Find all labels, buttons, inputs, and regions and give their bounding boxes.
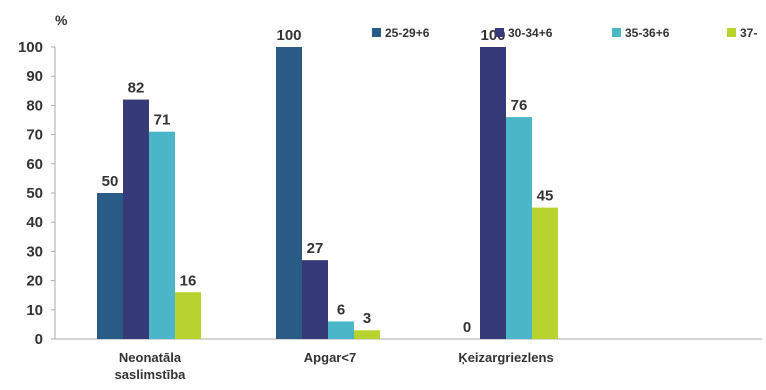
bar bbox=[354, 330, 380, 339]
bar-value-label: 100 bbox=[276, 27, 301, 44]
y-tick-label: 20 bbox=[26, 273, 43, 290]
legend-label: 35-36+6 bbox=[625, 26, 670, 40]
bar bbox=[480, 47, 506, 339]
bar-value-label: 0 bbox=[463, 319, 471, 336]
bar bbox=[302, 260, 328, 339]
bar-value-label: 45 bbox=[537, 188, 554, 205]
bar-value-label: 16 bbox=[180, 272, 197, 289]
legend-label: 30-34+6 bbox=[508, 26, 553, 40]
bar-value-label: 82 bbox=[128, 80, 145, 97]
category-label: Apgar<7 bbox=[304, 350, 356, 365]
y-axis-unit-label: % bbox=[55, 12, 68, 28]
y-tick-label: 100 bbox=[18, 39, 43, 56]
y-tick-label: 0 bbox=[35, 331, 43, 348]
y-tick-label: 40 bbox=[26, 214, 43, 231]
y-tick-label: 10 bbox=[26, 302, 43, 319]
bar-value-label: 3 bbox=[363, 310, 371, 327]
y-tick-label: 30 bbox=[26, 243, 43, 260]
y-tick-label: 50 bbox=[26, 185, 43, 202]
legend: 25-29+6 30-34+6 35-36+6 37- bbox=[372, 26, 757, 40]
category-label: Neonatāla bbox=[119, 350, 182, 365]
y-tick-label: 90 bbox=[26, 68, 43, 85]
y-tick-label: 70 bbox=[26, 127, 43, 144]
bar-value-label: 71 bbox=[154, 112, 171, 129]
y-tick-label: 60 bbox=[26, 156, 43, 173]
bar bbox=[506, 117, 532, 339]
category-label: Ķeizargriezlens bbox=[458, 350, 553, 365]
bar-value-label: 27 bbox=[307, 240, 324, 257]
legend-swatch bbox=[727, 28, 736, 37]
legend-swatch bbox=[495, 28, 504, 37]
x-axis: Neonatāla saslimstība Apgar<7 Ķeizargriezle… bbox=[115, 350, 554, 382]
bar bbox=[123, 99, 149, 339]
legend-label: 37- bbox=[740, 26, 757, 40]
bar bbox=[97, 193, 123, 339]
bar-value-label: 50 bbox=[102, 173, 119, 190]
legend-swatch bbox=[372, 28, 381, 37]
category-label: saslimstība bbox=[115, 367, 187, 382]
bar bbox=[276, 47, 302, 339]
y-tick-label: 80 bbox=[26, 97, 43, 114]
bar-value-label: 6 bbox=[337, 301, 345, 318]
legend-swatch bbox=[612, 28, 621, 37]
bar bbox=[328, 321, 354, 339]
bar bbox=[149, 131, 175, 339]
legend-label: 25-29+6 bbox=[385, 26, 430, 40]
bar bbox=[532, 207, 558, 339]
bar bbox=[175, 292, 201, 339]
bar-value-label: 76 bbox=[511, 97, 528, 114]
